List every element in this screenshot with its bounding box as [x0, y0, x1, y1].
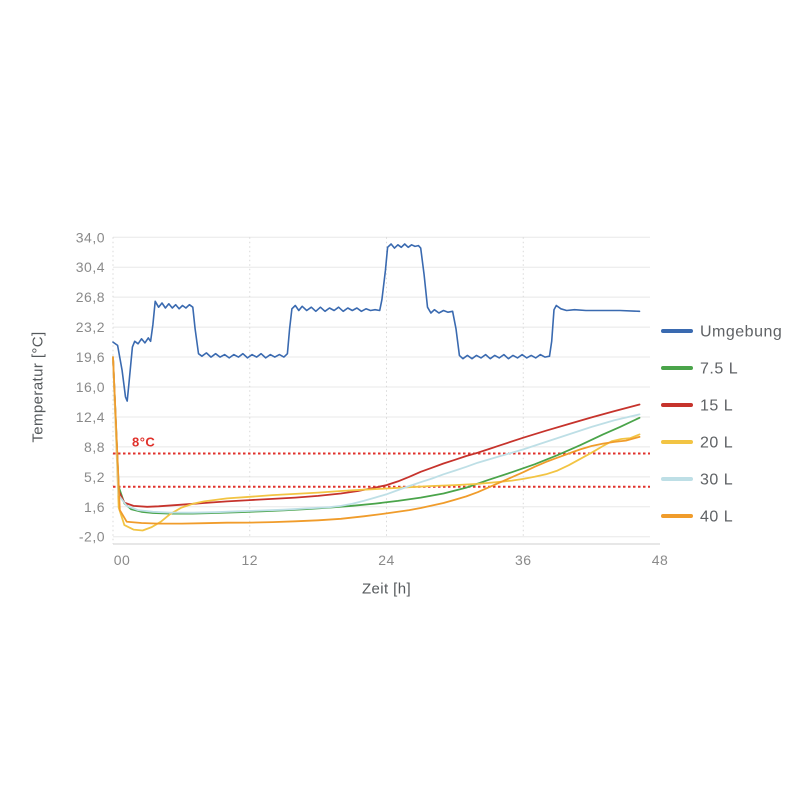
y-tick-label: 30,4: [76, 259, 105, 275]
y-tick-label: 12,4: [76, 409, 105, 425]
x-axis-title: Zeit [h]: [361, 580, 412, 598]
y-tick-label: 23,2: [76, 319, 105, 335]
x-tick-label: 48: [652, 552, 669, 568]
x-tick-label: 36: [515, 552, 532, 568]
y-tick-label: 19,6: [76, 349, 105, 365]
series-line-umgebung: [112, 243, 641, 402]
y-tick-label: 34,0: [76, 229, 105, 245]
y-tick-label: -2,0: [79, 529, 105, 545]
series-line-7-5-l: [112, 356, 641, 515]
y-tick-label: 5,2: [84, 469, 105, 485]
series-line-40-l: [112, 356, 641, 525]
x-tick-label: 12: [241, 552, 258, 568]
series-line-15-l: [112, 356, 641, 508]
series-line-30-l: [112, 356, 641, 514]
x-tick-label: 24: [378, 552, 395, 568]
y-tick-label: 16,0: [76, 379, 105, 395]
y-axis-title: Temperatur [°C]: [29, 331, 47, 443]
x-tick-label: 00: [114, 552, 131, 568]
legend-label-40-l: 40 L: [700, 509, 733, 526]
legend-label-20-l: 20 L: [700, 435, 733, 452]
series-line-20-l: [112, 356, 641, 532]
threshold-label: 8°C: [132, 435, 155, 450]
y-tick-label: 26,8: [76, 289, 105, 305]
legend-label-30-l: 30 L: [700, 472, 733, 489]
y-tick-label: 1,6: [84, 499, 105, 515]
y-tick-label: 8,8: [84, 439, 105, 455]
legend-label-umgebung: Umgebung: [700, 324, 782, 341]
legend-label-7-5-l: 7.5 L: [700, 361, 738, 378]
legend-label-15-l: 15 L: [700, 398, 733, 415]
